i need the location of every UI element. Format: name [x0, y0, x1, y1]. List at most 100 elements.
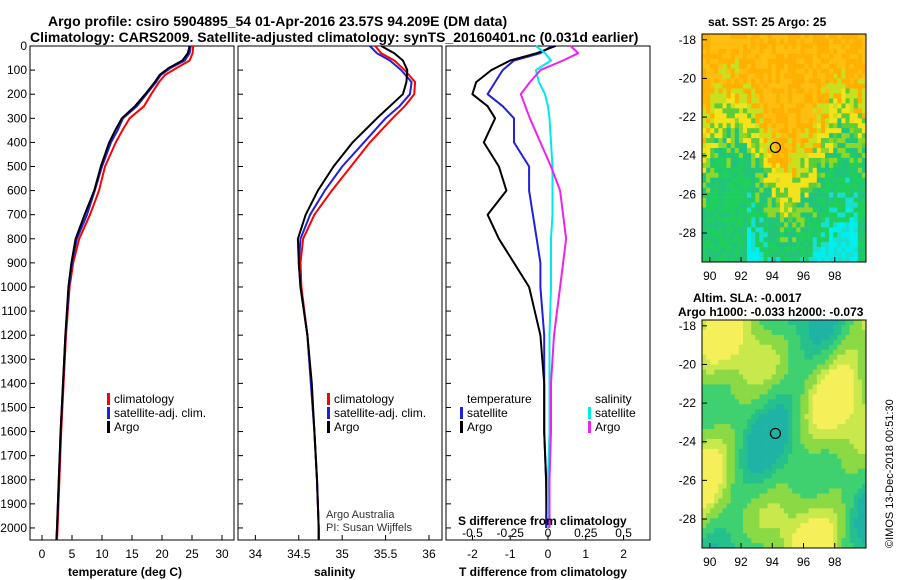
map-cell — [792, 389, 797, 395]
map-cell — [722, 513, 727, 519]
map-cell — [743, 404, 748, 410]
map-cell — [706, 543, 711, 549]
map-cell — [800, 257, 805, 263]
map-cell — [845, 108, 850, 114]
map-cell — [788, 123, 793, 129]
map-cell — [722, 113, 727, 119]
map-cell — [804, 222, 809, 228]
map-cell — [767, 429, 772, 435]
map-cell — [861, 113, 867, 119]
map-cell — [861, 197, 867, 203]
map-cell — [730, 354, 736, 360]
map-cell — [829, 98, 834, 104]
map-cell — [738, 399, 744, 405]
map-cell — [820, 227, 826, 233]
map-cell — [796, 389, 801, 395]
map-cell — [841, 68, 846, 74]
map-cell — [833, 232, 838, 238]
map-cell — [718, 369, 723, 375]
map-cell — [722, 148, 727, 154]
map-cell — [706, 518, 711, 524]
map-cell — [738, 192, 744, 198]
map-cell — [759, 128, 764, 134]
map-cell — [784, 187, 789, 193]
map-cell — [714, 138, 719, 144]
map-cell — [800, 237, 805, 243]
map-cell — [853, 523, 859, 529]
map-cell — [771, 167, 777, 174]
map-cell — [743, 177, 748, 183]
map-cell — [759, 68, 764, 74]
map-cell — [730, 374, 736, 380]
map-cell — [755, 63, 760, 69]
map-cell — [747, 138, 752, 144]
map-cell — [788, 43, 793, 50]
map-cell — [784, 473, 789, 479]
map-cell — [788, 78, 793, 84]
map-cell — [788, 103, 793, 109]
map-cell — [706, 359, 711, 365]
map-cell — [714, 257, 719, 263]
map-cell — [812, 128, 818, 134]
map-cell — [849, 518, 854, 524]
map-cell — [722, 324, 727, 331]
map-cell — [788, 237, 793, 243]
map-cell — [825, 63, 830, 69]
map-cell — [702, 48, 707, 55]
map-cell — [796, 197, 801, 203]
map-cell — [861, 334, 867, 341]
map-cell — [857, 182, 863, 188]
map-cell — [808, 488, 813, 494]
map-cell — [837, 409, 842, 415]
map-cell — [812, 354, 818, 360]
map-cell — [833, 488, 838, 494]
map-cell — [722, 192, 727, 198]
map-cell — [734, 88, 740, 94]
map-cell — [702, 329, 707, 336]
map-cell — [775, 344, 781, 351]
map-cell — [775, 202, 781, 208]
map-cell — [738, 162, 744, 169]
map-cell — [759, 48, 764, 55]
map-cell — [759, 320, 764, 326]
map-cell — [775, 518, 781, 524]
map-cell — [800, 192, 805, 198]
map-cell — [841, 320, 846, 326]
map-cell — [833, 538, 838, 544]
depth-tick-label: 1400 — [0, 376, 27, 390]
map-cell — [816, 247, 822, 253]
map-cell — [804, 523, 809, 529]
map-cell — [743, 242, 748, 248]
map-cell — [808, 98, 813, 104]
map-cell — [816, 483, 822, 489]
s-diff-tick-label: 0.5 — [615, 526, 632, 540]
map-cell — [743, 68, 748, 74]
map-cell — [702, 162, 707, 169]
map-cell — [812, 143, 818, 149]
map-cell — [812, 448, 818, 455]
map-cell — [841, 324, 846, 331]
map-cell — [714, 533, 719, 539]
map-cell — [812, 329, 818, 336]
map-cell — [718, 217, 723, 223]
map-cell — [804, 58, 809, 65]
map-cell — [755, 453, 760, 460]
map-cell — [829, 468, 834, 474]
map-cell — [861, 488, 867, 494]
map-cell — [837, 207, 842, 213]
map-cell — [796, 533, 801, 539]
map-cell — [779, 414, 785, 420]
map-cell — [792, 443, 797, 450]
map-cell — [833, 329, 838, 336]
map-cell — [784, 88, 789, 94]
map-cell — [779, 443, 785, 450]
map-cell — [743, 359, 748, 365]
map-cell — [706, 83, 711, 89]
map-cell — [788, 187, 793, 193]
map-cell — [775, 68, 781, 74]
map-cell — [837, 177, 842, 183]
map-cell — [743, 354, 748, 360]
map-cell — [853, 192, 859, 198]
map-cell — [718, 113, 723, 119]
